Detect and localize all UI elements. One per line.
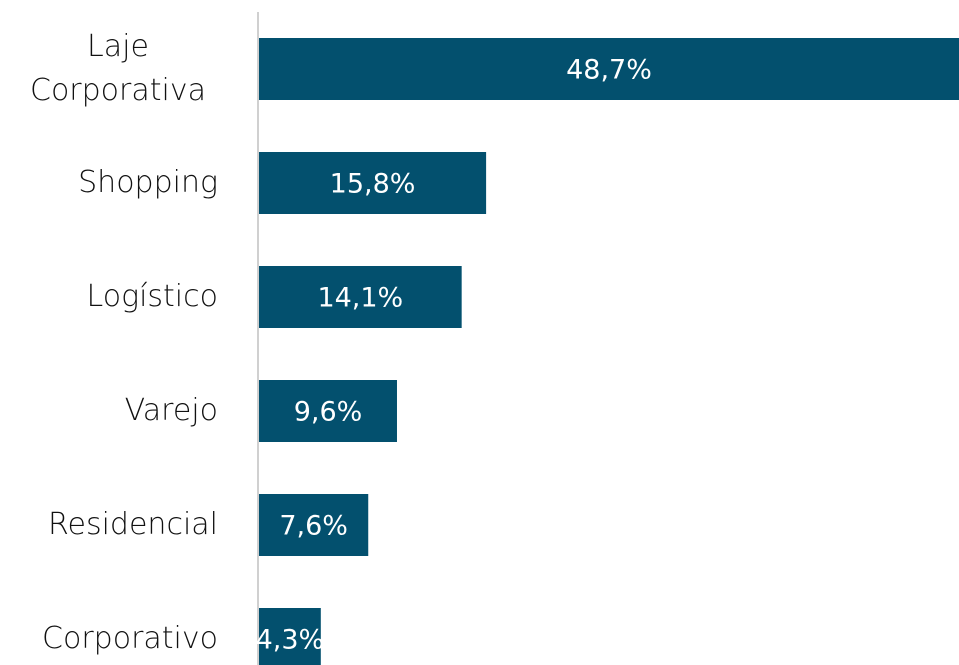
bar	[259, 494, 369, 556]
category-text: Logístico	[86, 279, 218, 314]
data-label: 9,6%	[294, 397, 363, 428]
bar	[259, 266, 462, 328]
bar	[259, 380, 397, 442]
data-label: 7,6%	[279, 511, 348, 542]
category-label: Shopping	[10, 133, 218, 233]
bar	[259, 608, 321, 665]
category-text: Shopping	[78, 165, 218, 200]
data-label: 48,7%	[566, 55, 652, 86]
data-label: 14,1%	[317, 283, 403, 314]
category-text: Residencial	[48, 507, 218, 542]
data-label: 4,3%	[256, 625, 325, 656]
category-text: Corporativo	[42, 621, 218, 656]
category-label: Residencial	[10, 475, 218, 575]
category-label: Varejo	[10, 361, 218, 461]
bar	[259, 38, 959, 100]
category-label: Logístico	[10, 247, 218, 347]
category-text: Varejo	[124, 393, 218, 428]
bar	[259, 152, 487, 214]
data-label: 15,8%	[330, 169, 416, 200]
category-text: Laje Corporativa	[30, 29, 206, 108]
category-label: Corporativo	[10, 589, 218, 665]
category-label: Laje Corporativa	[10, 19, 218, 119]
